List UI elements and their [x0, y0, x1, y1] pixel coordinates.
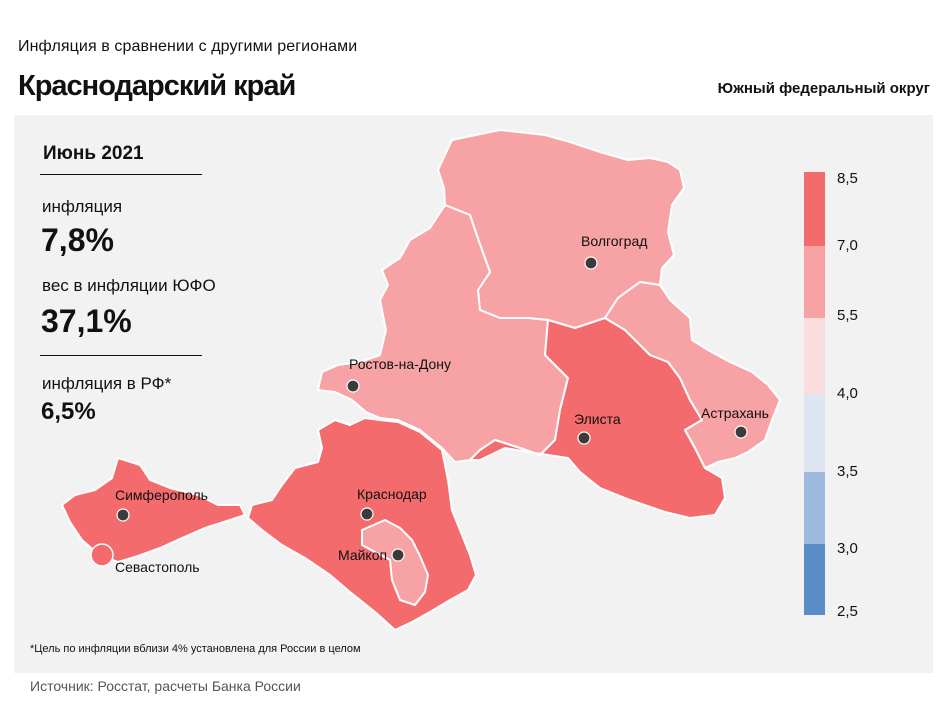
- legend-swatch-4: [804, 394, 825, 472]
- region-crimea: [61, 457, 246, 563]
- region-sevastopol: [90, 543, 114, 567]
- legend-tick: 7,0: [837, 237, 858, 254]
- city-label-astrakhan: Астрахань: [701, 405, 769, 421]
- city-label-sevastopol: Севастополь: [115, 559, 200, 575]
- city-label-krasnodar: Краснодар: [357, 486, 427, 502]
- city-label-rostov: Ростов-на-Дону: [349, 356, 451, 372]
- weight-label: вес в инфляции ЮФО: [42, 276, 216, 295]
- city-label-elista: Элиста: [574, 411, 621, 427]
- source-note: Источник: Росстат, расчеты Банка России: [30, 678, 301, 694]
- district-label: Южный федеральный округ: [717, 80, 930, 97]
- region-astrakhan: [604, 281, 781, 469]
- region-adygea: [361, 519, 429, 606]
- rf-inflation-value: 6,5%: [41, 398, 96, 425]
- divider-top: [40, 174, 202, 175]
- city-label-volgograd: Волгоград: [581, 233, 647, 249]
- legend-tick: 4,0: [837, 385, 858, 402]
- divider-bottom: [40, 355, 202, 356]
- legend-swatch-2: [804, 246, 825, 318]
- period-label: Июнь 2021: [43, 143, 144, 164]
- legend-tick: 8,5: [837, 170, 858, 187]
- legend-tick: 3,0: [837, 540, 858, 557]
- city-marker-volgograd: [584, 256, 598, 270]
- legend-swatch-1: [804, 172, 825, 246]
- legend-tick: 3,5: [837, 463, 858, 480]
- page-title: Краснодарский край: [18, 70, 296, 102]
- weight-value: 37,1%: [41, 303, 132, 339]
- city-label-maikop: Майкоп: [338, 547, 387, 563]
- inflation-value: 7,8%: [41, 222, 114, 258]
- city-marker-krasnodar: [360, 507, 374, 521]
- city-marker-elista: [577, 431, 591, 445]
- legend-swatch-5: [804, 472, 825, 544]
- legend-swatch-3: [804, 318, 825, 394]
- city-marker-simferopol: [116, 508, 130, 522]
- city-label-simferopol: Симферополь: [115, 487, 208, 503]
- inflation-label: инфляция: [42, 197, 123, 216]
- rf-inflation-label: инфляция в РФ*: [42, 374, 172, 393]
- legend-swatch-6: [804, 544, 825, 615]
- page-subtitle: Инфляция в сравнении с другими регионами: [18, 38, 358, 55]
- region-rostov: [317, 204, 569, 463]
- legend-tick: 2,5: [837, 603, 858, 620]
- footnote: *Цель по инфляции вблизи 4% установлена …: [30, 643, 361, 655]
- city-marker-astrakhan: [734, 425, 748, 439]
- legend-tick: 5,5: [837, 307, 858, 324]
- city-marker-rostov: [346, 379, 360, 393]
- region-krasnodar: [247, 417, 477, 631]
- city-marker-maikop: [391, 548, 405, 562]
